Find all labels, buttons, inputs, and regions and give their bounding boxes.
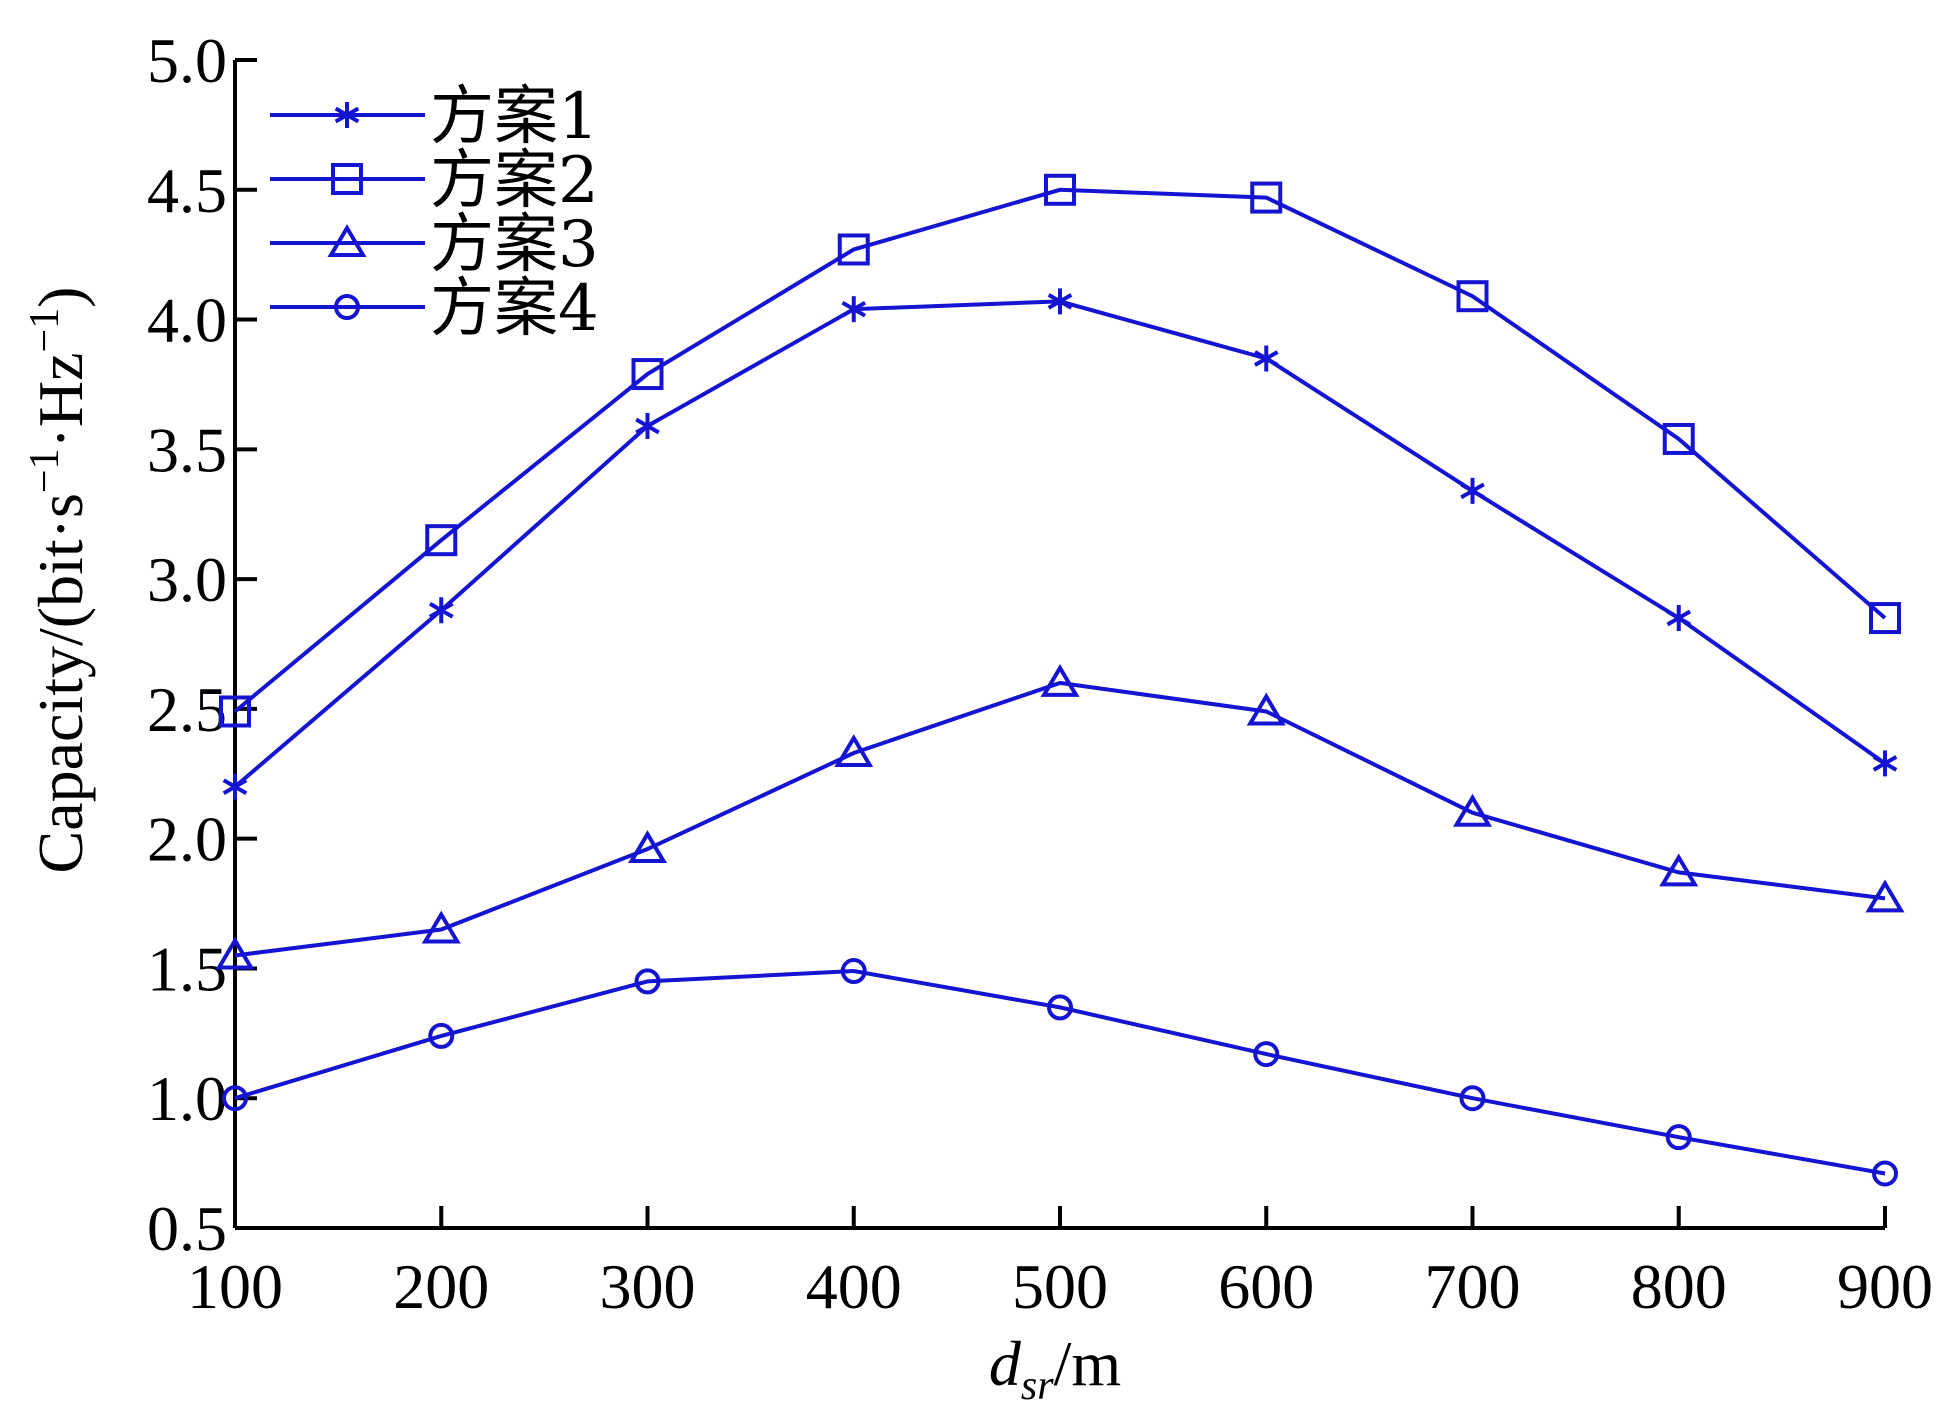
series-group [215, 173, 1905, 1187]
series-line [234, 680, 1886, 958]
data-point-square [331, 163, 363, 195]
data-point-asterisk [635, 412, 660, 439]
data-point-circle [840, 958, 867, 985]
x-tick-label: 400 [806, 1251, 902, 1322]
x-axis-title-main: d [989, 1328, 1022, 1399]
data-point-square [425, 524, 458, 557]
x-tick-label: 800 [1631, 1251, 1727, 1322]
y-axis-title-end: ) [25, 287, 96, 308]
y-tick-label: 0.5 [147, 1193, 227, 1264]
legend-label: 方案4 [430, 272, 599, 346]
data-point-square [1662, 422, 1695, 455]
data-point-triangle [1246, 692, 1286, 726]
x-tick-label: 200 [393, 1251, 489, 1322]
data-point-circle [1047, 994, 1073, 1021]
x-axis-title: dsr/m [989, 1328, 1121, 1407]
legend-label: 方案1 [430, 80, 599, 154]
data-point-asterisk [1253, 345, 1279, 372]
x-axis-title-sub: sr [1021, 1363, 1054, 1407]
y-tick-label: 5.0 [147, 25, 227, 96]
x-tick-label: 300 [600, 1251, 696, 1322]
data-point-asterisk [1047, 288, 1073, 315]
legend-item: 方案4 [270, 272, 599, 346]
y-tick-label: 2.0 [147, 804, 227, 875]
data-point-triangle [215, 936, 255, 970]
y-axis-title-sup1: −1 [22, 448, 68, 493]
data-point-square [631, 358, 664, 391]
series-3 [215, 664, 1905, 970]
y-axis-title-mid: ·Hz [25, 353, 96, 449]
series-line [233, 187, 1887, 714]
y-tick-label: 3.5 [147, 414, 227, 485]
data-point-asterisk [222, 773, 248, 800]
data-point-asterisk [1666, 605, 1692, 632]
data-point-triangle [834, 734, 874, 768]
legend-label: 方案2 [430, 144, 599, 218]
legend-item: 方案1 [270, 80, 599, 154]
y-tick-label: 4.0 [147, 285, 227, 356]
x-ticks: 100 200 300 400 500 600 700 800 900 [187, 1206, 1933, 1322]
y-tick-label: 3.0 [147, 544, 227, 615]
x-tick-label: 900 [1837, 1251, 1933, 1322]
data-point-triangle [1865, 879, 1905, 913]
data-point-square [1869, 602, 1901, 635]
data-point-square [1250, 181, 1283, 214]
legend-item: 方案2 [270, 144, 599, 218]
data-point-asterisk [334, 102, 360, 128]
data-point-asterisk [841, 296, 867, 323]
axes: 0.5 1.0 1.5 2.0 2.5 3.0 3.5 4.0 4.5 5.0 100 200 300… [147, 25, 1933, 1322]
data-point-circle [1665, 1124, 1692, 1151]
legend-label: 方案3 [430, 208, 599, 282]
data-point-square [1456, 280, 1489, 313]
y-tick-label: 1.0 [147, 1063, 227, 1134]
series-line [233, 299, 1887, 789]
series-line [234, 969, 1886, 1176]
y-tick-label: 4.5 [147, 155, 227, 226]
data-point-triangle [627, 830, 668, 864]
legend-item: 方案3 [270, 208, 599, 282]
data-point-circle [634, 968, 661, 995]
data-point-circle [1253, 1041, 1280, 1068]
x-tick-label: 700 [1425, 1251, 1521, 1322]
x-tick-label: 100 [187, 1251, 283, 1322]
data-point-circle [222, 1085, 248, 1112]
data-point-triangle [1659, 853, 1699, 887]
data-point-asterisk [1460, 477, 1485, 504]
y-axis-title: Capacity/(bit·s−1·Hz−1) [22, 287, 96, 874]
data-point-asterisk [428, 597, 454, 624]
data-point-triangle [1040, 664, 1080, 697]
series-4 [222, 958, 1898, 1187]
y-tick-label: 1.5 [147, 933, 227, 1004]
data-point-circle [1872, 1160, 1898, 1187]
y-axis-title-main: Capacity/(bit·s [25, 493, 96, 873]
y-ticks: 0.5 1.0 1.5 2.0 2.5 3.0 3.5 4.0 4.5 5.0 [147, 25, 257, 1264]
data-point-triangle [421, 910, 461, 944]
x-tick-label: 600 [1218, 1251, 1314, 1322]
x-tick-label: 500 [1012, 1251, 1108, 1322]
data-point-square [219, 695, 251, 728]
data-point-circle [1459, 1085, 1486, 1112]
y-axis-title-sup2: −1 [22, 308, 68, 353]
x-axis-title-unit: /m [1054, 1328, 1122, 1399]
data-point-triangle [327, 224, 367, 257]
data-point-circle [428, 1022, 455, 1049]
data-point-square [1044, 173, 1076, 206]
data-point-square [837, 233, 870, 266]
series-2 [219, 173, 1901, 728]
data-point-asterisk [1872, 750, 1898, 777]
data-point-triangle [1452, 793, 1493, 827]
y-tick-label: 2.5 [147, 674, 227, 745]
data-point-circle [334, 294, 360, 320]
series-1 [222, 288, 1898, 800]
